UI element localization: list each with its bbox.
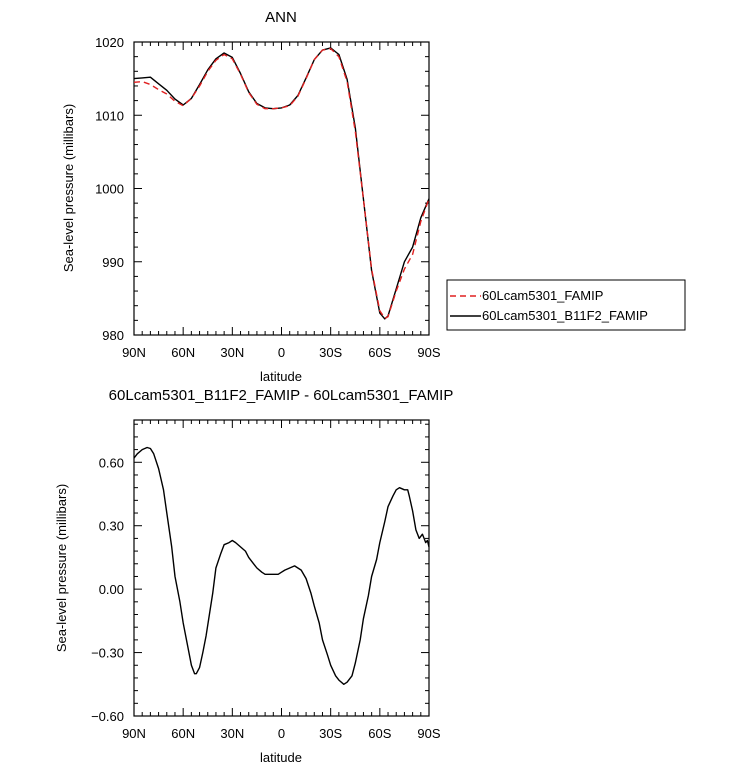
top-plot-frame	[133, 41, 430, 336]
top-y-ticks: 980 990 1000 1010 1020	[95, 35, 429, 343]
bottom-series-line-series-0	[133, 446, 430, 685]
top-y-tick-label: 1000	[95, 182, 124, 197]
top-series-line-60lcam5301-famip	[133, 47, 430, 319]
bottom-chart-title: 60Lcam5301_B11F2_FAMIP - 60Lcam5301_FAMI…	[109, 387, 454, 404]
bottom-x-tick-label: 90N	[122, 726, 146, 741]
bottom-y-tick-label: 0.30	[99, 519, 124, 534]
bottom-panel: 60Lcam5301_B11F2_FAMIP - 60Lcam5301_FAMI…	[54, 387, 453, 765]
bottom-x-tick-label: 0	[278, 726, 285, 741]
top-x-tick-label: 60S	[368, 345, 391, 360]
top-series-line-60lcam5301-b11f2-famip	[133, 47, 430, 320]
bottom-x-tick-label: 30S	[319, 726, 342, 741]
bottom-x-tick-label: 90S	[417, 726, 440, 741]
top-x-tick-label: 30S	[319, 345, 342, 360]
top-x-tick-label: 0	[278, 345, 285, 360]
bottom-y-axis-label: Sea-level pressure (millibars)	[54, 484, 69, 652]
legend: 60Lcam5301_FAMIP 60Lcam5301_B11F2_FAMIP	[446, 279, 686, 331]
bottom-x-tick-label: 60S	[368, 726, 391, 741]
top-x-ticks: 90N 60N 30N 0 30S 60S 90S	[122, 42, 441, 360]
top-y-tick-label: 980	[102, 328, 124, 343]
top-y-tick-label: 1010	[95, 108, 124, 123]
top-y-tick-label: 1020	[95, 35, 124, 50]
bottom-x-tick-label: 60N	[171, 726, 195, 741]
top-y-tick-label: 990	[102, 255, 124, 270]
bottom-y-ticks: −0.60 −0.30 0.00 0.30 0.60	[91, 423, 429, 724]
bottom-y-tick-label: −0.60	[91, 709, 124, 724]
top-chart-title: ANN	[265, 9, 297, 26]
bottom-y-tick-label: 0.00	[99, 582, 124, 597]
legend-label-b11f2: 60Lcam5301_B11F2_FAMIP	[482, 308, 648, 323]
bottom-x-axis-label: latitude	[260, 750, 302, 765]
bottom-x-tick-label: 30N	[220, 726, 244, 741]
top-x-axis-label: latitude	[260, 369, 302, 384]
top-panel: ANN 90N 60N 30N 0 30S 60S 90S 980 990 1000 1010 10…	[61, 9, 441, 384]
top-y-axis-label: Sea-level pressure (millibars)	[61, 104, 76, 272]
top-x-tick-label: 90S	[417, 345, 440, 360]
bottom-y-tick-label: −0.30	[91, 646, 124, 661]
bottom-series-lines	[133, 446, 430, 685]
bottom-plot-frame	[133, 419, 430, 717]
bottom-y-tick-label: 0.60	[99, 455, 124, 470]
top-x-tick-label: 60N	[171, 345, 195, 360]
top-x-tick-label: 30N	[220, 345, 244, 360]
legend-box	[446, 279, 686, 331]
legend-label-famip: 60Lcam5301_FAMIP	[482, 288, 603, 303]
bottom-x-ticks: 90N 60N 30N 0 30S 60S 90S	[122, 420, 441, 741]
top-series-lines	[133, 47, 430, 320]
top-x-tick-label: 90N	[122, 345, 146, 360]
